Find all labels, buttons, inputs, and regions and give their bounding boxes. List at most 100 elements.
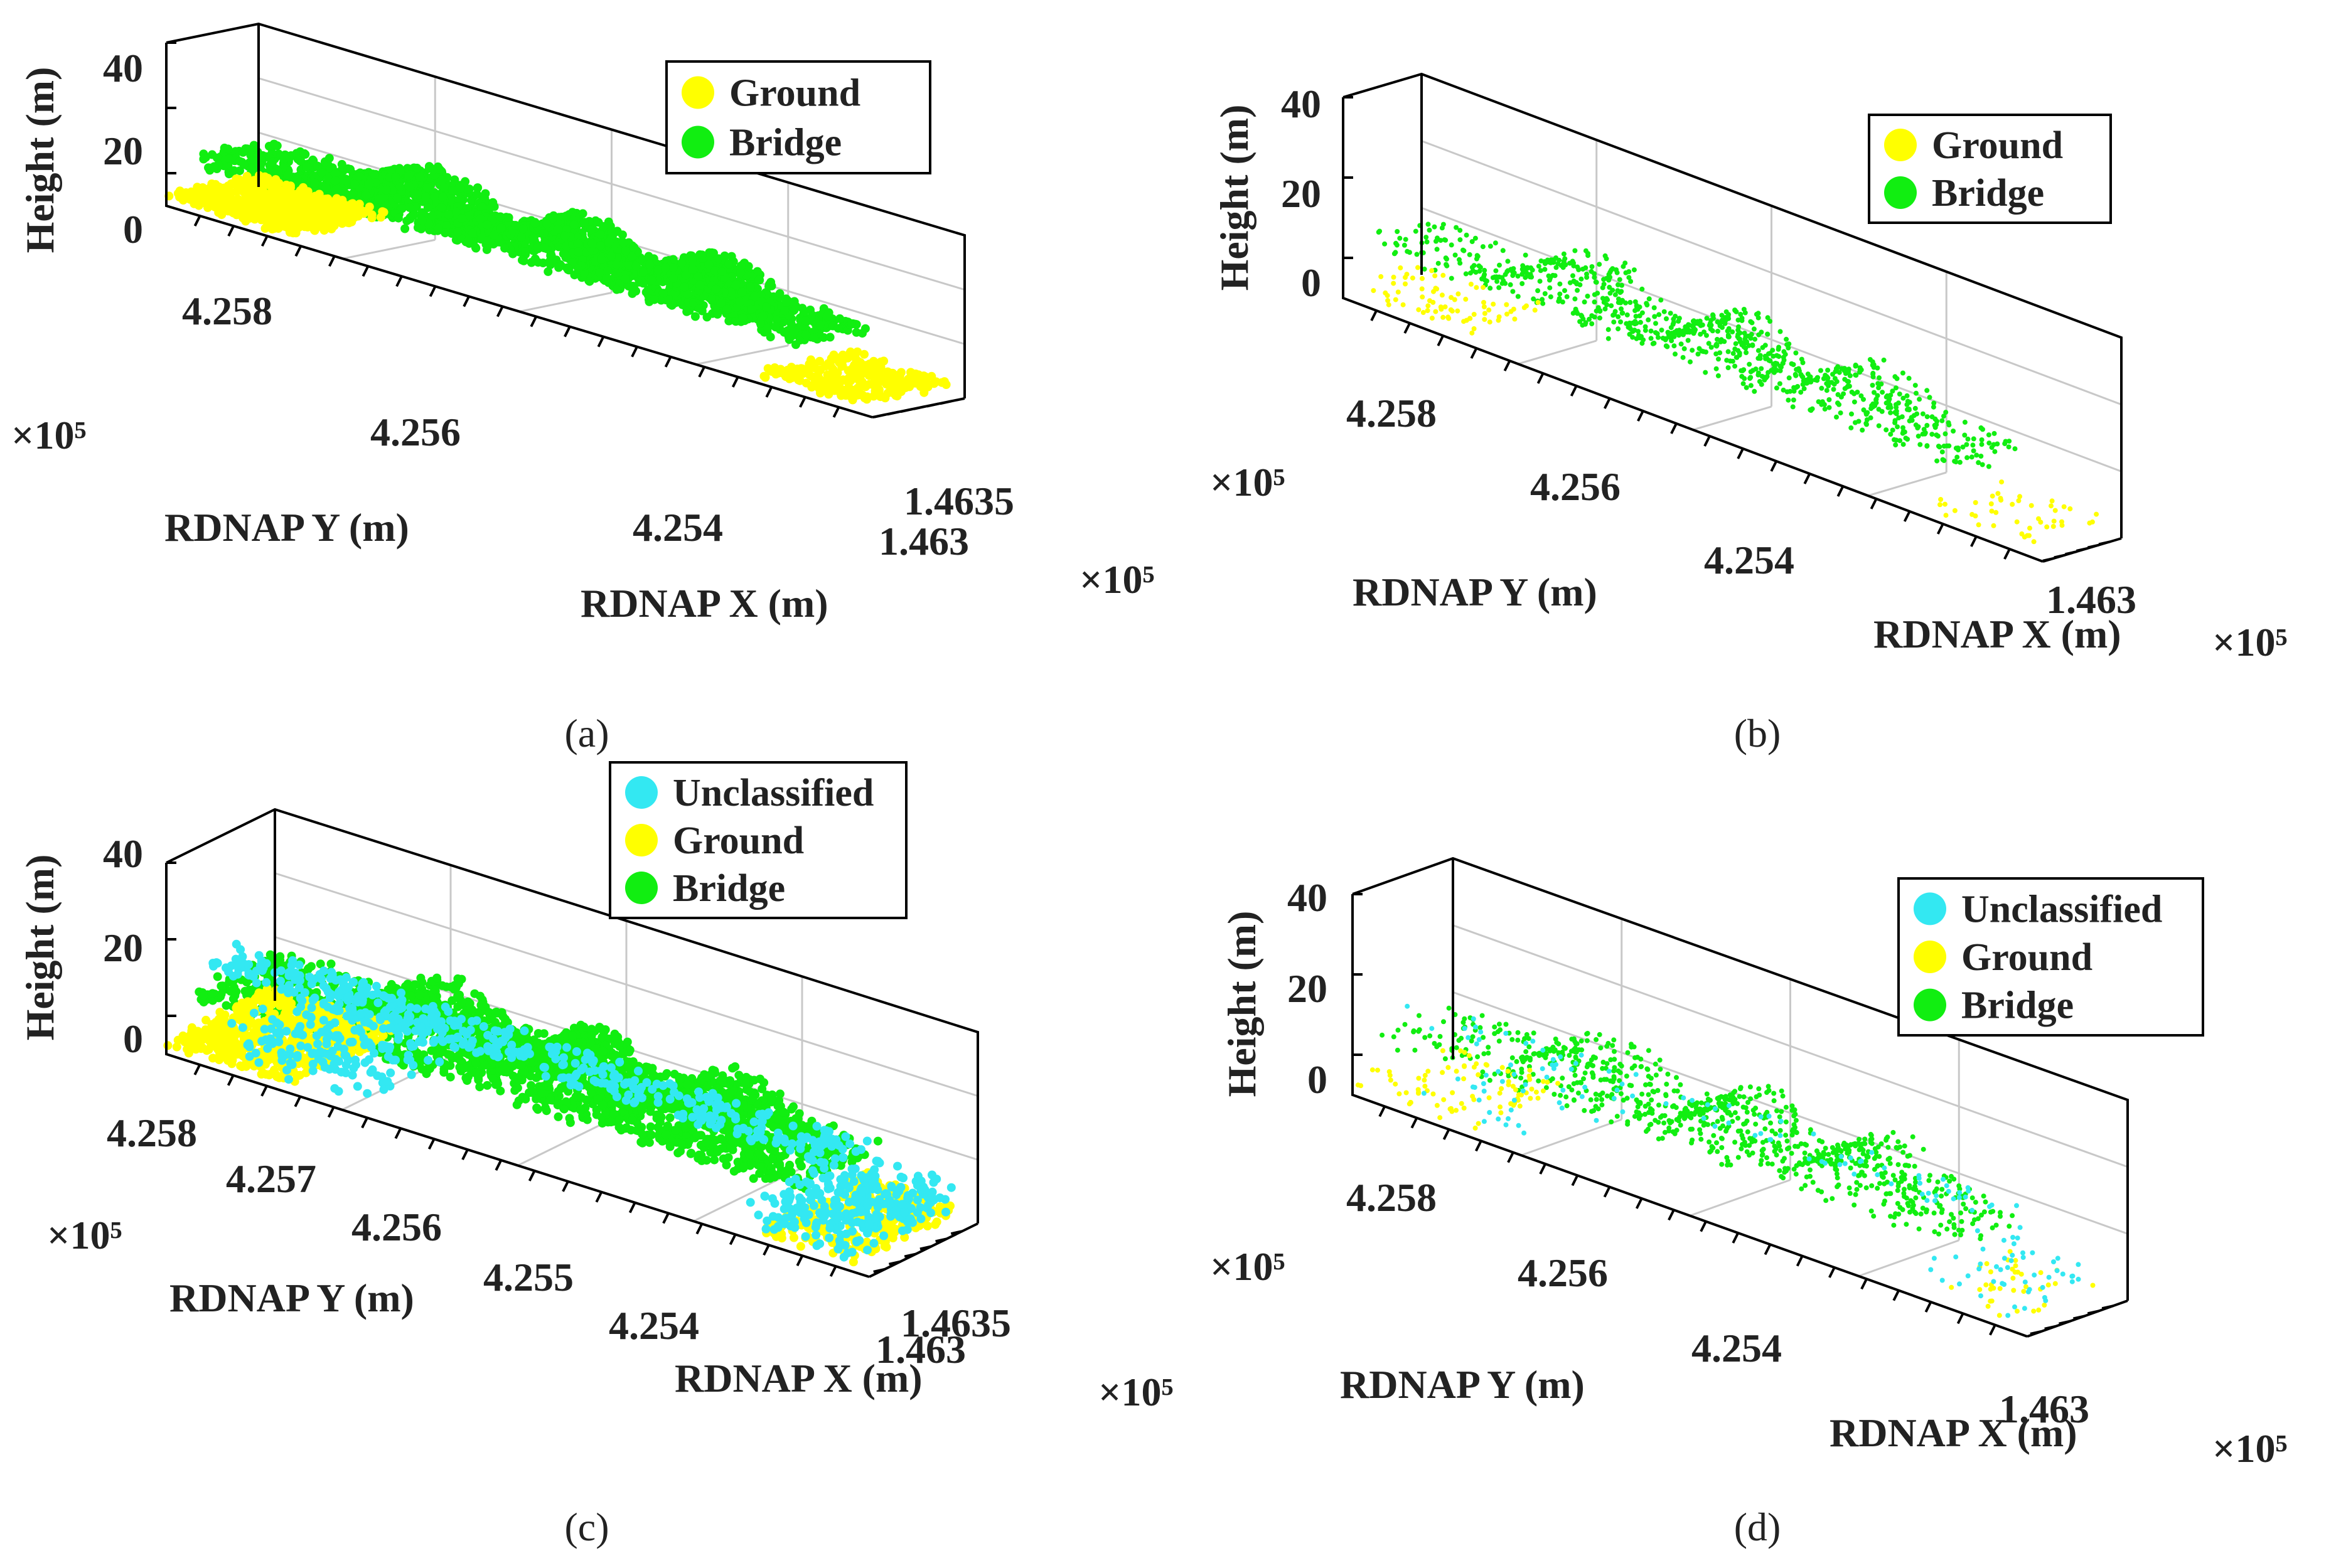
bridge-point [1742, 310, 1748, 316]
bridge-point [1617, 277, 1622, 282]
bridge-point [1637, 313, 1642, 319]
bridge-point [1764, 373, 1770, 379]
bridge-point [1427, 227, 1432, 233]
bridge-point [574, 264, 583, 274]
bridge-point [468, 228, 477, 238]
bridge-point [1770, 348, 1776, 353]
z-tick-label: 0 [1301, 260, 1321, 305]
bridge-point [1897, 438, 1903, 444]
ground-point [848, 395, 857, 405]
bridge-point [737, 287, 747, 297]
bridge-point [1690, 348, 1695, 353]
bridge-point [1628, 279, 1634, 284]
bridge-point [1656, 312, 1662, 317]
x-tick-mark [2065, 550, 2077, 556]
bridge-point [417, 208, 427, 217]
bridge-point [707, 248, 717, 257]
bridge-point [382, 185, 391, 195]
y-tick-mark [1903, 511, 1911, 522]
bridge-point [747, 304, 756, 314]
y-tick-mark [698, 366, 705, 378]
ground-point [818, 386, 827, 395]
bridge-point [1915, 434, 1921, 439]
ground-point [1433, 309, 1439, 314]
bridge-point [1527, 274, 1533, 280]
bridge-point [1838, 410, 1843, 416]
bridge-point [1505, 259, 1511, 264]
bridge-point [1653, 321, 1658, 326]
bridge-point [1904, 393, 1910, 398]
bridge-point [606, 252, 616, 261]
data-points [164, 139, 951, 405]
y-tick-mark [496, 306, 504, 317]
ground-point [1420, 294, 1425, 300]
bridge-point [1877, 375, 1882, 381]
bridge-point [1748, 383, 1754, 388]
ground-point [844, 378, 853, 387]
bridge-point [268, 157, 277, 167]
ground-point [2050, 524, 2056, 529]
grid-line [1867, 471, 1947, 497]
bridge-point [1477, 269, 1482, 274]
ground-point [828, 365, 838, 374]
bridge-point [1979, 437, 1985, 442]
bridge-point [1917, 442, 1923, 447]
bridge-point [1464, 232, 1469, 238]
bridge-point [1452, 252, 1458, 258]
bridge-point [1631, 267, 1637, 273]
ground-point [186, 187, 196, 196]
ground-point [1467, 316, 1473, 321]
bridge-point [668, 263, 678, 272]
bridge-point [695, 280, 705, 290]
bridge-point [1499, 280, 1505, 286]
bridge-point [1992, 449, 1998, 454]
bridge-point [1946, 422, 1952, 428]
bridge-point [1872, 390, 1877, 395]
ground-point [1439, 306, 1444, 312]
y-tick-mark [429, 285, 437, 297]
z-tick-label: 20 [1281, 171, 1321, 216]
bridge-point [461, 177, 470, 186]
bridge-point [1755, 315, 1761, 321]
ground-point [338, 219, 347, 228]
bridge-point [539, 229, 549, 238]
bridge-point [1612, 309, 1618, 314]
ground-point [1512, 316, 1518, 322]
bridge-point [476, 214, 485, 223]
bridge-point [1681, 346, 1687, 351]
bridge-point [1870, 383, 1875, 388]
bridge-point [860, 324, 870, 333]
ground-point [276, 198, 284, 208]
bridge-point [1853, 362, 1858, 368]
y-tick-mark [799, 397, 806, 408]
ground-point [1378, 274, 1384, 279]
x-axis-label: RDNAP X (m) [581, 581, 828, 626]
ground-point [359, 209, 368, 218]
y-tick-mark [597, 336, 605, 348]
ground-point [2051, 518, 2057, 524]
ground-point [931, 377, 941, 387]
bridge-point [224, 154, 233, 163]
bridge-point [1870, 404, 1876, 410]
bridge-point [1716, 356, 1721, 362]
bridge-point [1769, 368, 1774, 373]
ground-point [795, 365, 805, 375]
bridge-point [1547, 275, 1553, 281]
ground-point [1386, 302, 1391, 307]
bridge-point [1809, 406, 1815, 412]
bridge-point [538, 259, 548, 267]
bridge-point [1474, 256, 1479, 262]
bridge-point [1980, 427, 1985, 432]
ground-point [1455, 291, 1461, 297]
bridge-point [365, 179, 374, 188]
bridge-point [1497, 262, 1502, 268]
bridge-point [603, 266, 613, 275]
ground-point [1976, 522, 1981, 528]
bridge-point [1986, 464, 1991, 469]
ground-point [825, 373, 835, 383]
ground-point [914, 375, 924, 384]
ground-point [2025, 533, 2030, 538]
bridge-point [1856, 419, 1862, 424]
ground-point [1440, 314, 1446, 320]
bridge-point [1737, 336, 1742, 342]
